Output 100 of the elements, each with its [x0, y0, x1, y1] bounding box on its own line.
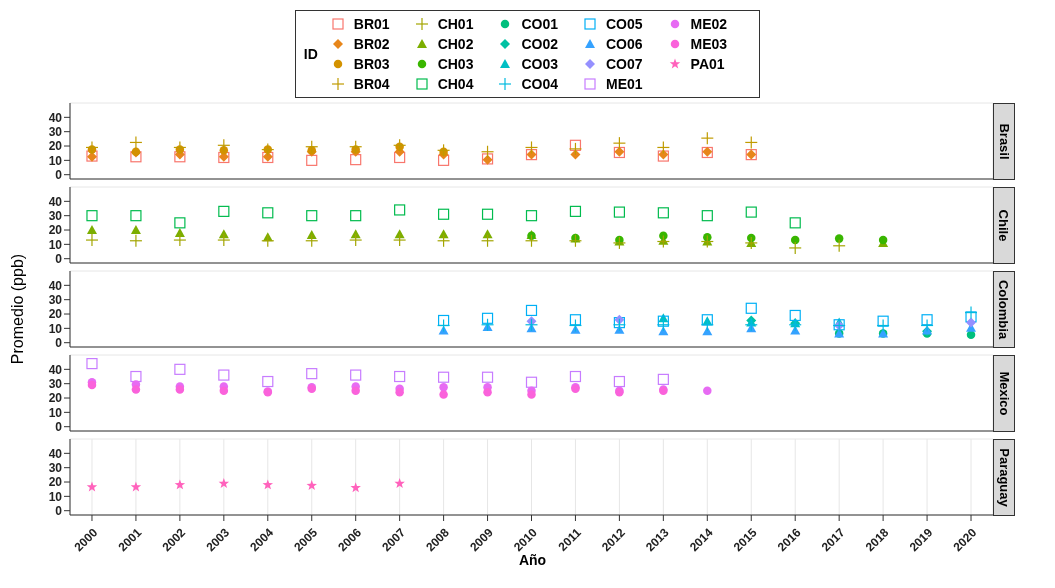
point — [527, 390, 536, 399]
legend-label: CO02 — [521, 36, 558, 52]
point — [745, 302, 757, 314]
point — [481, 312, 494, 324]
point — [438, 325, 449, 335]
point — [394, 151, 406, 164]
point — [745, 206, 757, 218]
legend-title: ID — [303, 46, 318, 62]
point — [394, 204, 406, 216]
point — [262, 375, 274, 388]
legend-label: CH04 — [437, 76, 474, 92]
text: Paraguay — [996, 448, 1012, 507]
point — [790, 325, 801, 335]
point — [525, 376, 538, 388]
point — [438, 371, 450, 383]
y-tick-label: 0 — [55, 335, 63, 350]
point — [262, 207, 274, 219]
point — [350, 154, 362, 166]
point — [481, 208, 494, 220]
point — [218, 205, 230, 217]
point — [613, 375, 626, 388]
x-axis-title: Año — [518, 552, 547, 568]
text: Mexico — [996, 371, 1012, 416]
point — [130, 151, 142, 163]
point — [86, 358, 98, 370]
point — [789, 217, 801, 229]
point — [306, 230, 317, 240]
y-tick-label: 30 — [48, 460, 63, 475]
point — [657, 207, 669, 219]
y-tick-label: 30 — [48, 124, 63, 139]
y-tick-label: 20 — [48, 223, 63, 238]
point — [306, 368, 318, 380]
y-tick-label: 30 — [48, 292, 63, 307]
point — [921, 314, 933, 326]
legend-label: CO04 — [521, 76, 558, 92]
legend-label: BR03 — [353, 56, 390, 72]
point — [130, 225, 141, 235]
text: Brasil — [996, 123, 1012, 160]
y-tick-label: 0 — [55, 167, 63, 182]
point — [877, 315, 889, 327]
y-tick-label: 20 — [48, 475, 63, 490]
y-tick-label: 30 — [48, 376, 63, 391]
point — [569, 314, 582, 326]
point — [219, 386, 229, 396]
legend-label: CO07 — [606, 56, 643, 72]
point — [701, 210, 713, 222]
legend-label: PA01 — [690, 56, 725, 72]
legend-label: CO03 — [521, 56, 558, 72]
point — [439, 383, 448, 392]
point — [481, 371, 494, 383]
point — [789, 309, 801, 322]
legend-label: BR01 — [353, 16, 390, 32]
text: Chile — [996, 209, 1012, 242]
legend-label: ME02 — [690, 16, 728, 32]
point — [657, 373, 669, 385]
y-axis-title: Promedio (ppb) — [9, 252, 27, 367]
y-tick-label: 40 — [48, 194, 63, 209]
point — [966, 317, 977, 328]
point — [306, 210, 318, 222]
point — [790, 235, 800, 245]
point — [130, 210, 142, 222]
y-tick-label: 10 — [48, 321, 63, 336]
point — [86, 225, 97, 235]
y-tick-label: 40 — [48, 446, 63, 461]
point — [569, 370, 582, 383]
point — [613, 206, 626, 218]
point — [351, 386, 360, 396]
y-tick-label: 10 — [48, 237, 63, 252]
point — [130, 370, 142, 383]
legend-label: CO01 — [521, 16, 558, 32]
y-tick-label: 0 — [55, 419, 63, 434]
point — [657, 315, 669, 327]
y-tick-label: 20 — [48, 139, 63, 154]
point — [570, 149, 581, 160]
point — [350, 369, 362, 381]
point — [438, 154, 450, 166]
legend-label: CH01 — [437, 16, 474, 32]
y-tick-label: 10 — [48, 489, 63, 504]
y-tick-label: 40 — [48, 278, 63, 293]
y-tick-label: 40 — [48, 362, 63, 377]
legend-label: BR04 — [353, 76, 390, 92]
y-tick-label: 20 — [48, 391, 63, 406]
point — [834, 234, 844, 243]
legend-label: BR02 — [353, 36, 390, 52]
point — [569, 205, 582, 217]
point — [569, 139, 582, 151]
point — [306, 154, 318, 166]
y-tick-label: 10 — [48, 405, 63, 420]
legend-label: CH02 — [437, 36, 474, 52]
text: Colombia — [996, 279, 1012, 340]
y-tick-label: 10 — [48, 153, 63, 168]
legend-label: CO06 — [606, 36, 643, 52]
point — [439, 390, 448, 399]
point — [174, 217, 186, 229]
point — [525, 304, 538, 317]
point — [131, 385, 141, 394]
point — [438, 208, 450, 220]
legend-label: ME03 — [690, 36, 728, 52]
point — [174, 363, 186, 375]
point — [483, 388, 492, 397]
